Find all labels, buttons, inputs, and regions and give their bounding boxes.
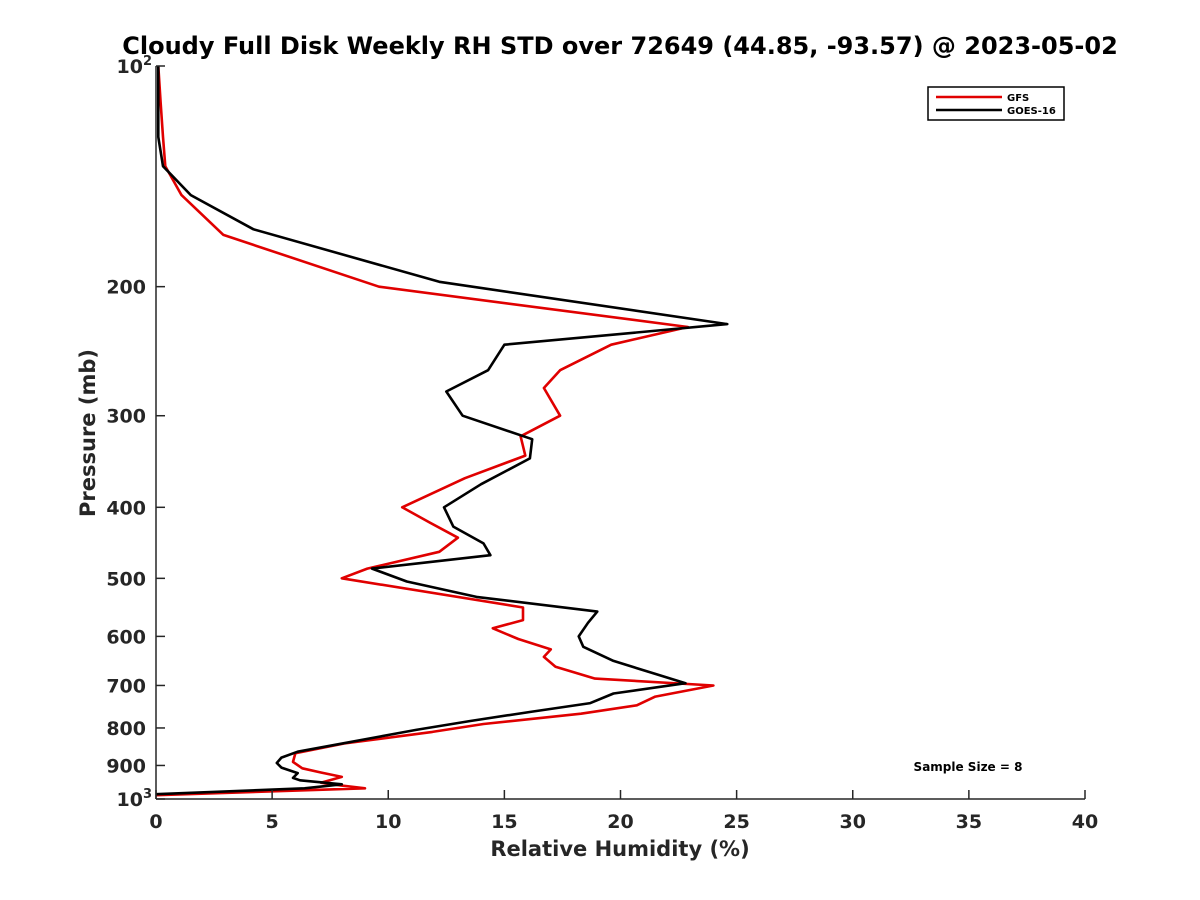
x-tick-label: 15 <box>491 811 517 833</box>
plot-area <box>155 65 729 797</box>
x-tick-label: 20 <box>607 811 633 833</box>
chart-title: Cloudy Full Disk Weekly RH STD over 7264… <box>122 32 1118 60</box>
y-tick-label: 600 <box>106 626 146 648</box>
y-axis-label: Pressure (mb) <box>76 349 100 517</box>
y-tick-label: 200 <box>106 277 146 299</box>
legend-label-goes-16: GOES-16 <box>1007 106 1056 117</box>
x-tick-label: 5 <box>266 811 279 833</box>
x-axis-label: Relative Humidity (%) <box>490 837 749 861</box>
y-tick-label: 900 <box>106 755 146 777</box>
axes <box>155 66 1085 800</box>
x-tick-label: 10 <box>375 811 401 833</box>
legend-box <box>927 86 1065 121</box>
x-tick-label: 40 <box>1072 811 1098 833</box>
legend-label-gfs: GFS <box>1007 93 1029 104</box>
sample-size-annotation: Sample Size = 8 <box>914 760 1023 774</box>
y-axis-ticks: 102 200 300 400 500 600 700 800 900 103 <box>106 54 165 811</box>
series-line-gfs <box>155 65 715 797</box>
y-tick-label: 102 <box>117 54 153 78</box>
legend: GFS GOES-16 <box>927 86 1065 121</box>
y-tick-label: 103 <box>117 787 153 811</box>
y-tick-label: 400 <box>106 497 146 519</box>
x-tick-label: 0 <box>149 811 162 833</box>
x-tick-label: 30 <box>840 811 866 833</box>
series-line-goes-16 <box>155 66 729 796</box>
y-tick-label: 300 <box>106 406 146 428</box>
y-tick-label: 500 <box>106 568 146 590</box>
y-tick-label: 800 <box>106 718 146 740</box>
x-axis-ticks: 0 5 10 15 20 25 30 35 40 <box>149 790 1098 833</box>
x-tick-label: 35 <box>956 811 982 833</box>
x-tick-label: 25 <box>723 811 749 833</box>
y-tick-label: 700 <box>106 675 146 697</box>
